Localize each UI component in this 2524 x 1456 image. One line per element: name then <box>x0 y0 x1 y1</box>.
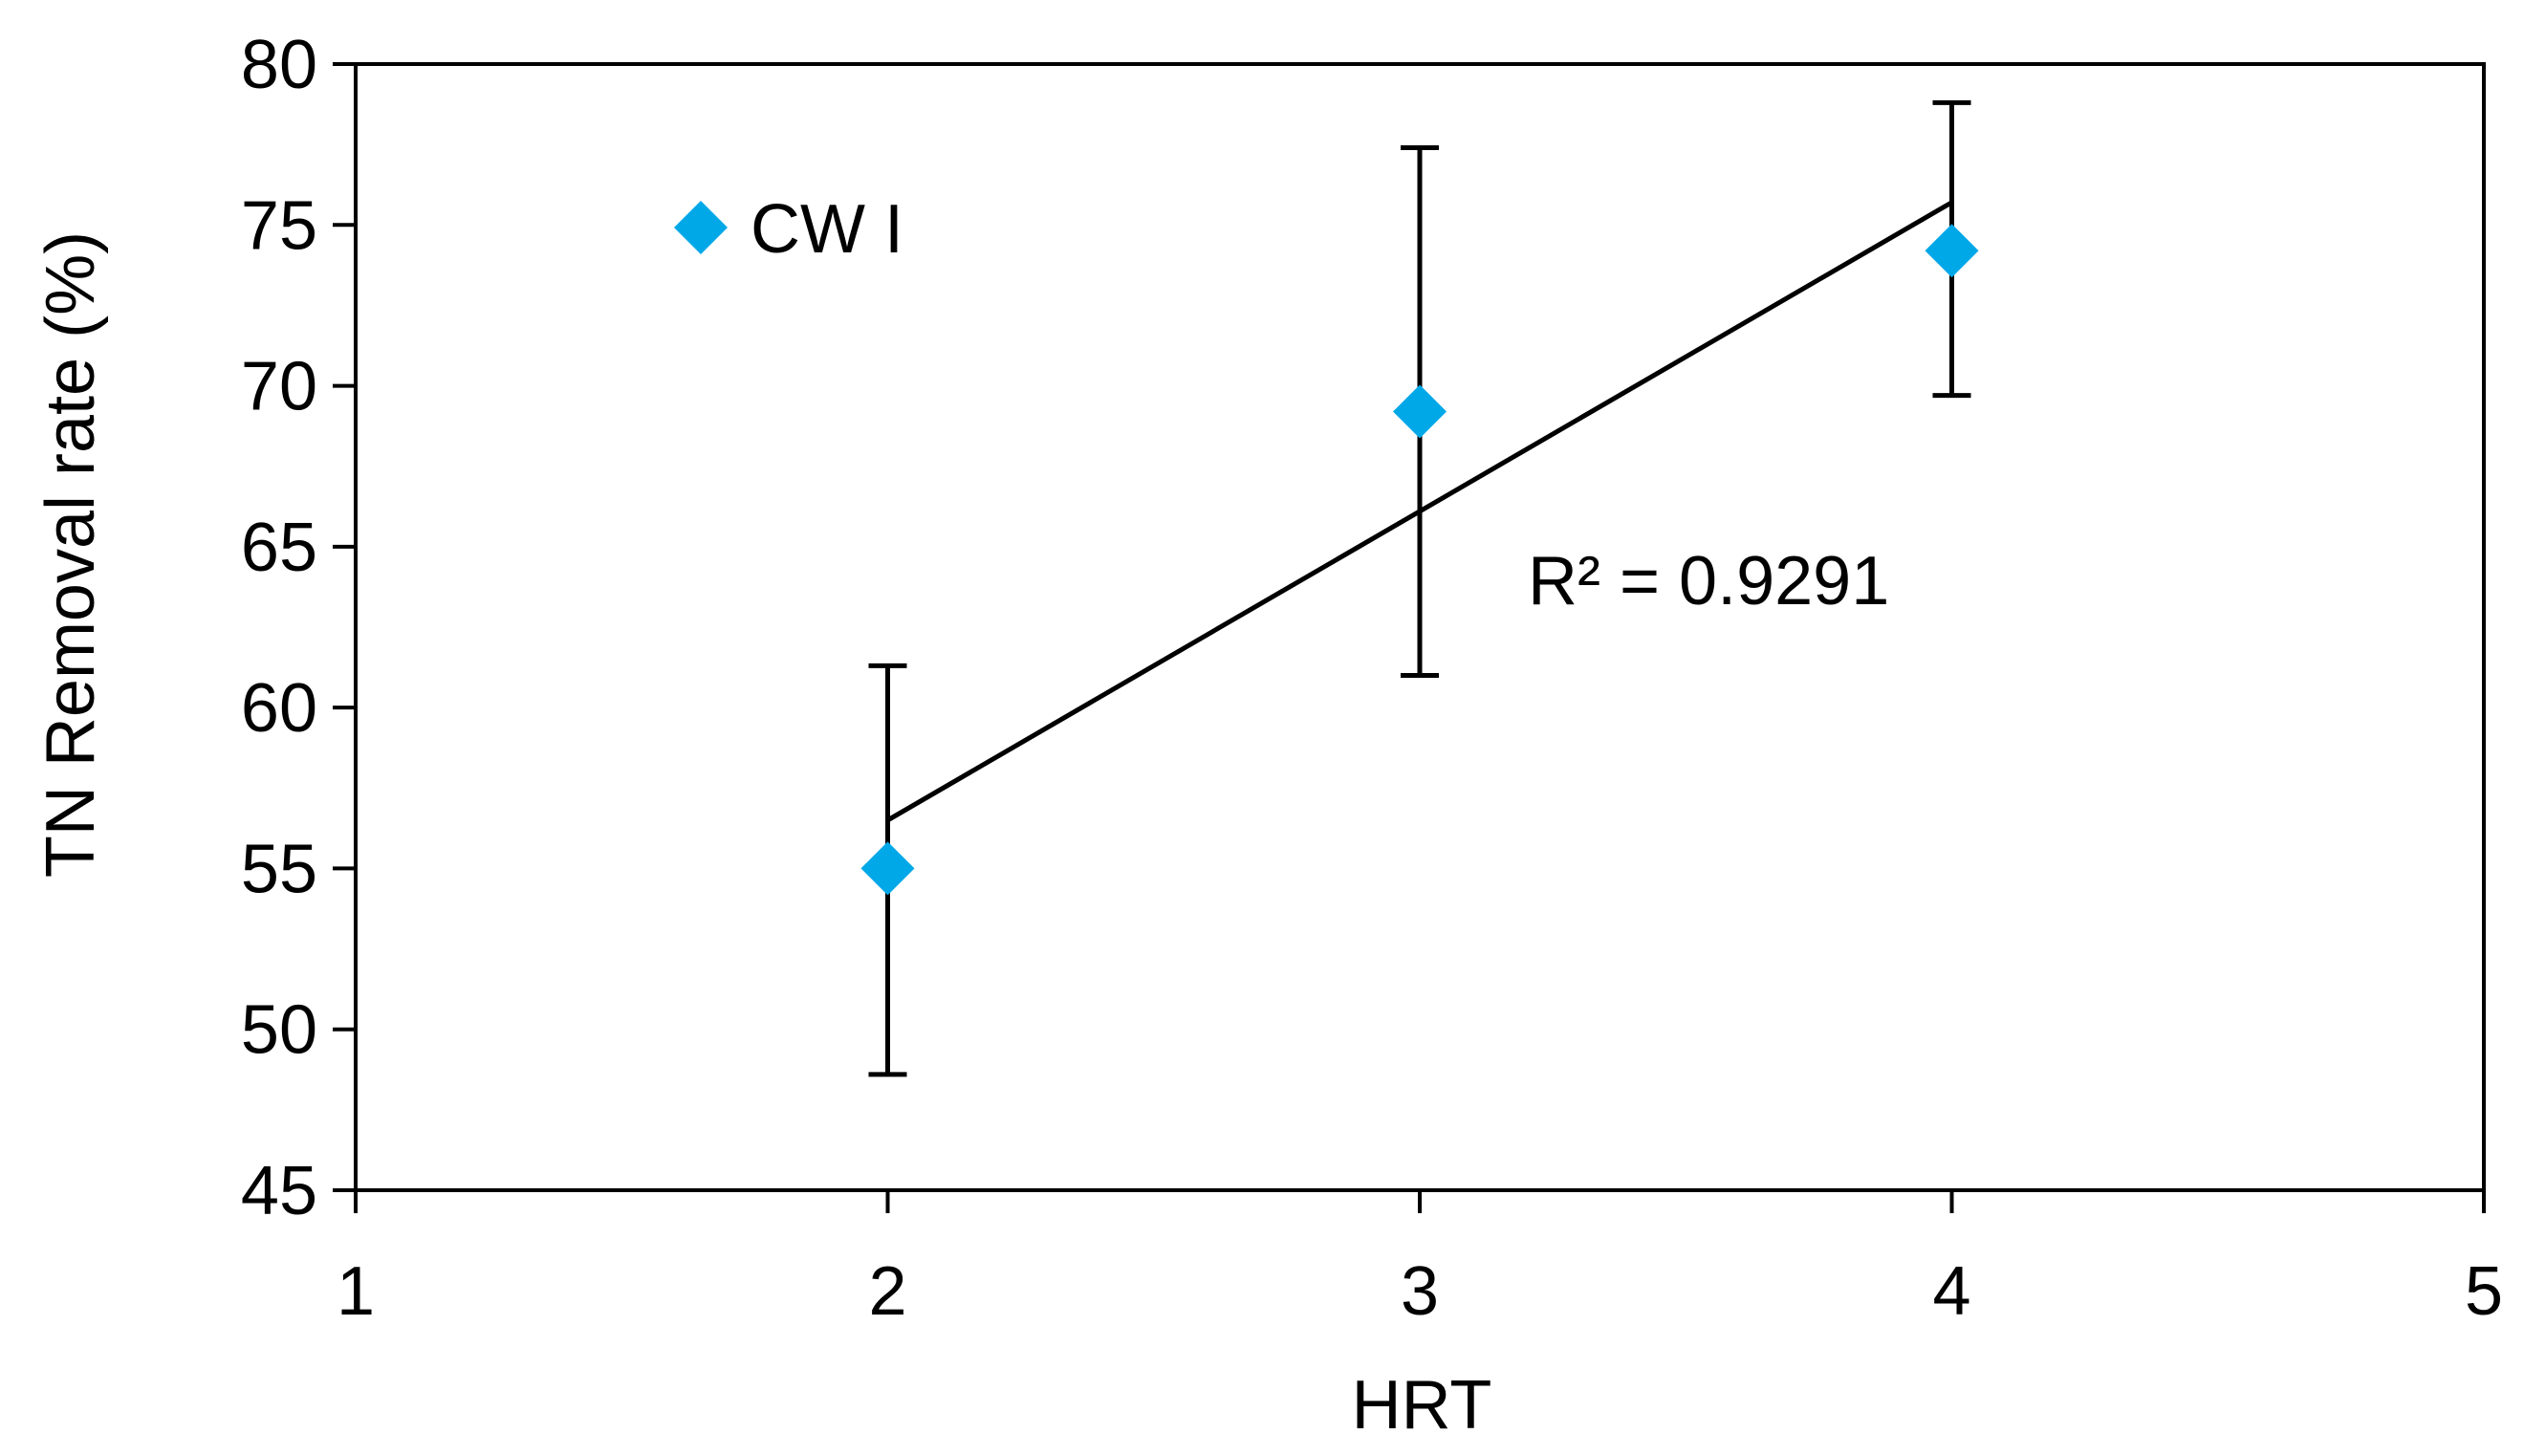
data-point <box>1925 224 1979 278</box>
x-axis-title: HRT <box>1352 1367 1492 1444</box>
x-tick-label: 4 <box>1932 1253 1970 1330</box>
y-axis-title: TN Removal rate (%) <box>33 231 109 878</box>
y-tick-label: 55 <box>241 831 317 907</box>
x-tick-label: 2 <box>868 1253 906 1330</box>
y-tick-label: 45 <box>241 1153 317 1229</box>
y-tick-label: 80 <box>241 27 317 103</box>
y-tick-label: 75 <box>241 187 317 264</box>
x-tick-label: 1 <box>337 1253 375 1330</box>
x-tick-label: 3 <box>1401 1253 1439 1330</box>
legend-label: CW I <box>751 191 903 268</box>
y-tick-label: 50 <box>241 992 317 1069</box>
y-tick-label: 60 <box>241 670 317 747</box>
data-points-group <box>860 224 1979 896</box>
x-tick-label: 5 <box>2465 1253 2503 1330</box>
r-squared-label: R² = 0.9291 <box>1528 543 1889 619</box>
y-tick-label: 65 <box>241 510 317 586</box>
data-point <box>1393 384 1447 439</box>
y-tick-label: 70 <box>241 349 317 425</box>
legend-marker <box>674 201 728 254</box>
legend: CW I <box>674 191 903 268</box>
data-point <box>860 841 915 896</box>
